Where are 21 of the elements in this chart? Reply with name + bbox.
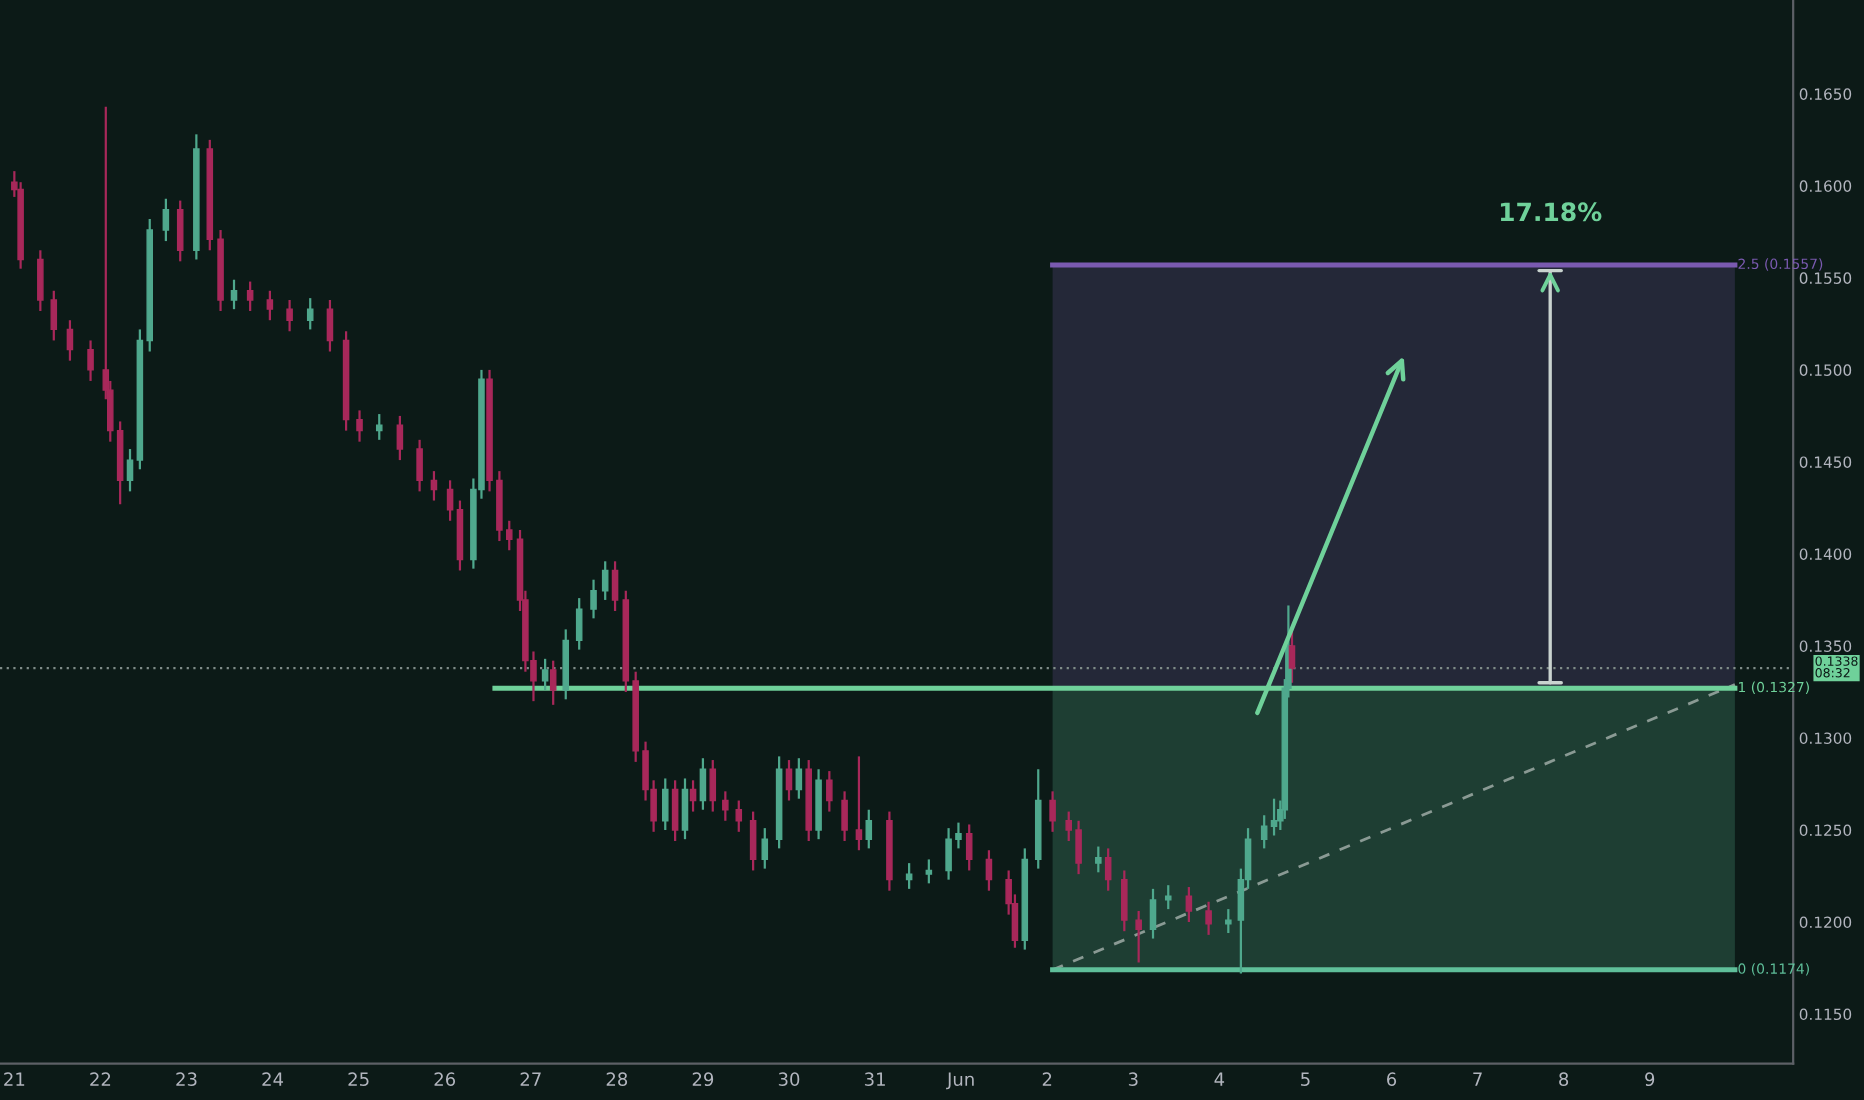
x-tick-label: 6 — [1387, 1072, 1397, 1087]
x-tick-label: 26 — [434, 1072, 456, 1087]
x-tick-label: 21 — [4, 1072, 25, 1086]
x-tick-label: 4 — [1214, 1072, 1225, 1086]
annotation: 17.18% — [1500, 202, 1602, 222]
x-tick-label: Jun — [946, 1072, 974, 1090]
x-tick-label: 2 — [1042, 1072, 1052, 1086]
x-tick-label: 7 — [1473, 1072, 1482, 1086]
x-tick-label: 29 — [692, 1072, 714, 1087]
x-tick-label: 8 — [1559, 1072, 1569, 1087]
x-tick-label: 27 — [520, 1072, 541, 1086]
x-tick-label: 30 — [778, 1072, 800, 1087]
x-tick-label: 24 — [262, 1072, 284, 1086]
x-tick-label: 28 — [606, 1072, 628, 1087]
x-tick-label: 3 — [1128, 1072, 1138, 1087]
x-tick-label: 31 — [864, 1072, 885, 1087]
x-tick-label: 23 — [176, 1072, 197, 1087]
x-tick-label: 9 — [1645, 1072, 1655, 1087]
x-tick-label: 5 — [1301, 1072, 1310, 1087]
x-tick-label: 25 — [348, 1072, 369, 1087]
x-tick-label: 22 — [90, 1072, 111, 1086]
